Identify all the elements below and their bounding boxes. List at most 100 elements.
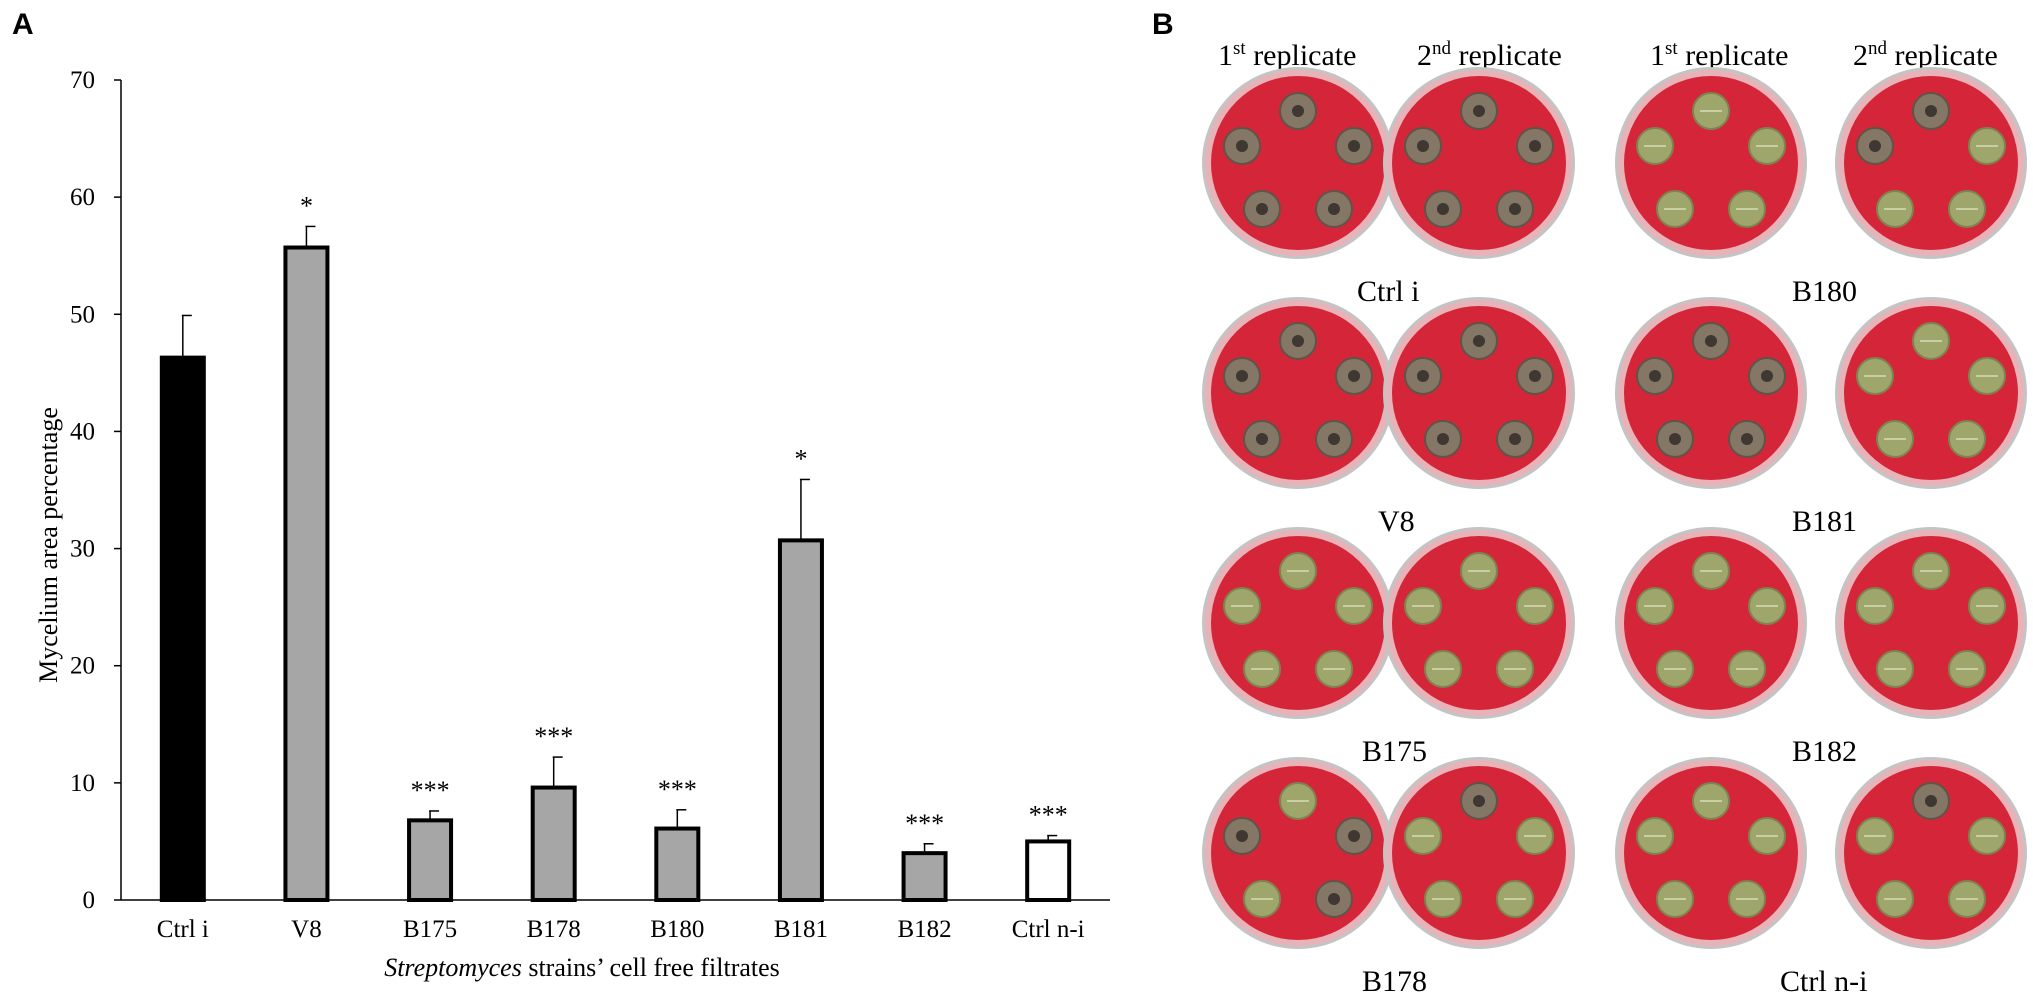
mycelium-center bbox=[1236, 830, 1248, 842]
mycelium-center bbox=[1529, 140, 1541, 152]
plate-label: B175 bbox=[1362, 735, 1428, 768]
plate-label: B181 bbox=[1792, 505, 1858, 538]
y-tick-label: 40 bbox=[70, 418, 95, 445]
petri-dish bbox=[1835, 527, 2027, 719]
mycelium-center bbox=[1437, 203, 1449, 215]
y-axis-label: Mycelium area percentage bbox=[34, 407, 63, 683]
y-tick-label: 30 bbox=[70, 536, 95, 563]
petri-dish bbox=[1835, 297, 2027, 489]
significance-label: *** bbox=[534, 722, 573, 751]
x-tick-label: B182 bbox=[897, 916, 951, 943]
replicate-header: 2nd replicate bbox=[1417, 38, 1562, 72]
mycelium-center bbox=[1236, 140, 1248, 152]
bars-group: Ctrl i V8 * B175 *** B178 *** B180 *** B181 * B182 *… bbox=[157, 191, 1085, 943]
plate-label: B180 bbox=[1792, 275, 1858, 308]
x-axis-label-italic: Streptomyces bbox=[384, 953, 522, 982]
petri-dish bbox=[1615, 527, 1807, 719]
mycelium-center bbox=[1348, 370, 1360, 382]
petri-dish bbox=[1835, 757, 2027, 949]
plate-label: Ctrl i bbox=[1357, 275, 1420, 308]
x-tick-label: B178 bbox=[527, 916, 581, 943]
petri-dish bbox=[1615, 757, 1807, 949]
x-axis-label: Streptomyces strains’ cell free filtrate… bbox=[384, 953, 780, 982]
y-tick-label: 10 bbox=[70, 770, 95, 797]
significance-label: *** bbox=[411, 776, 450, 805]
bar bbox=[530, 785, 577, 902]
mycelium-center bbox=[1869, 140, 1881, 152]
mycelium-center bbox=[1256, 203, 1268, 215]
mycelium-center bbox=[1509, 203, 1521, 215]
replicate-header: 1st replicate bbox=[1650, 38, 1789, 72]
mycelium-center bbox=[1328, 203, 1340, 215]
mycelium-center bbox=[1473, 335, 1485, 347]
significance-label: *** bbox=[1029, 801, 1068, 830]
panel-a-letter: A bbox=[12, 8, 34, 41]
x-tick-label: B175 bbox=[403, 916, 457, 943]
mycelium-center bbox=[1348, 140, 1360, 152]
significance-label: *** bbox=[905, 809, 944, 838]
mycelium-center bbox=[1925, 105, 1937, 117]
x-tick-label: B181 bbox=[774, 916, 828, 943]
plate-label: Ctrl n-i bbox=[1780, 965, 1868, 998]
bar bbox=[1025, 839, 1072, 903]
bar bbox=[283, 245, 330, 902]
mycelium-center bbox=[1741, 433, 1753, 445]
x-tick-label: B180 bbox=[650, 916, 704, 943]
y-tick-label: 20 bbox=[70, 653, 95, 680]
mycelium-center bbox=[1348, 830, 1360, 842]
mycelium-center bbox=[1761, 370, 1773, 382]
panel-b-letter: B bbox=[1152, 8, 1174, 41]
bar bbox=[777, 538, 824, 902]
mycelium-center bbox=[1705, 335, 1717, 347]
x-axis-label-rest: strains’ cell free filtrates bbox=[522, 953, 780, 982]
mycelium-center bbox=[1649, 370, 1661, 382]
significance-label: * bbox=[300, 191, 313, 220]
y-axis: 0 10 20 30 40 50 60 70 bbox=[70, 67, 122, 914]
petri-dish bbox=[1383, 297, 1575, 489]
y-tick-label: 50 bbox=[70, 301, 95, 328]
mycelium-center bbox=[1328, 433, 1340, 445]
mycelium-center bbox=[1669, 433, 1681, 445]
x-tick-label: Ctrl i bbox=[157, 916, 209, 943]
mycelium-center bbox=[1417, 140, 1429, 152]
petri-dish bbox=[1835, 67, 2027, 259]
bar bbox=[654, 826, 701, 902]
mycelium-center bbox=[1292, 335, 1304, 347]
x-tick-label: V8 bbox=[291, 916, 322, 943]
plate-label: B178 bbox=[1362, 965, 1428, 998]
mycelium-center bbox=[1256, 433, 1268, 445]
mycelium-center bbox=[1509, 433, 1521, 445]
bar bbox=[159, 355, 206, 902]
petri-dish bbox=[1202, 527, 1394, 719]
y-tick-label: 60 bbox=[70, 184, 95, 211]
petri-dish bbox=[1202, 757, 1394, 949]
significance-label: *** bbox=[658, 775, 697, 804]
y-tick-label: 70 bbox=[70, 67, 95, 94]
petri-dish bbox=[1383, 527, 1575, 719]
petri-dish bbox=[1615, 67, 1807, 259]
petri-dish bbox=[1202, 67, 1394, 259]
bar-chart: 0 10 20 30 40 50 60 70 Ctrl i V8 * B175 *** B178 *** B… bbox=[34, 67, 1110, 982]
y-tick-label: 0 bbox=[83, 887, 96, 914]
bar bbox=[407, 818, 454, 902]
petri-dish bbox=[1202, 297, 1394, 489]
significance-label: * bbox=[794, 444, 807, 473]
bar bbox=[901, 851, 948, 903]
plate-label: V8 bbox=[1378, 505, 1415, 538]
mycelium-center bbox=[1417, 370, 1429, 382]
x-tick-label: Ctrl n-i bbox=[1012, 916, 1085, 943]
mycelium-center bbox=[1328, 893, 1340, 905]
mycelium-center bbox=[1292, 105, 1304, 117]
mycelium-center bbox=[1473, 795, 1485, 807]
replicate-header: 2nd replicate bbox=[1853, 38, 1998, 72]
mycelium-center bbox=[1236, 370, 1248, 382]
plate-label: B182 bbox=[1792, 735, 1858, 768]
mycelium-center bbox=[1437, 433, 1449, 445]
petri-dish bbox=[1383, 757, 1575, 949]
petri-dish bbox=[1383, 67, 1575, 259]
mycelium-center bbox=[1473, 105, 1485, 117]
mycelium-center bbox=[1529, 370, 1541, 382]
petri-dish bbox=[1615, 297, 1807, 489]
mycelium-center bbox=[1925, 795, 1937, 807]
